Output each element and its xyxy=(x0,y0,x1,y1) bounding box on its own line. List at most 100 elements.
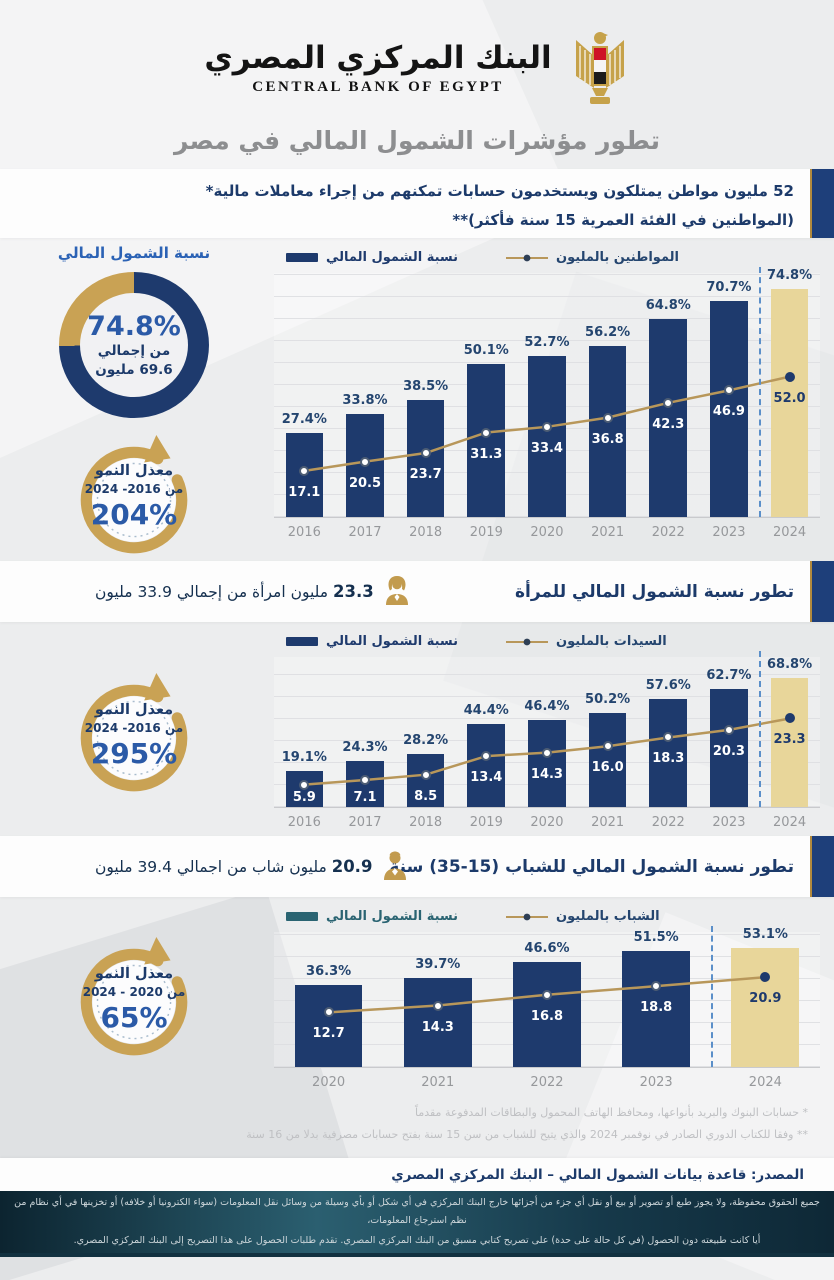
chart-column-2022: 46.6% 16.8 xyxy=(492,932,601,1067)
bar-percent-label: 36.3% xyxy=(306,964,352,980)
chart3-container: نسبة الشمول المالي الشباب بالمليون 36.3%… xyxy=(268,897,834,1090)
chart-column-2023: 51.5% 18.8 xyxy=(602,930,711,1067)
line-value-label: 46.9 xyxy=(712,404,745,420)
line-value-label: 33.4 xyxy=(530,440,563,456)
bar-percent-label: 64.8% xyxy=(645,298,691,314)
legend-line-label: السيدات بالمليون xyxy=(556,634,667,649)
growth-arrow-ring-icon xyxy=(80,673,188,792)
x-tick-2018: 2018 xyxy=(409,525,443,540)
chart-plot: 19.1% 5.9 24.3% 7.1 28.2% 8.5 44.4% 13.4 46.4% 14… xyxy=(274,651,820,808)
chart-xaxis: 2020 2021 2022 2023 2024 xyxy=(274,1068,820,1090)
chart-column-2019: 44.4% 13.4 xyxy=(456,657,517,807)
line-marker xyxy=(602,412,613,423)
line-marker xyxy=(663,732,674,743)
copyright-bar: جميع الحقوق محفوظة، ولا يجوز طبع أو تصوي… xyxy=(0,1191,834,1257)
banner-accent-block xyxy=(810,169,834,238)
chart-column-2020: 52.7% 33.4 xyxy=(517,273,578,517)
legend-line-label: الشباب بالمليون xyxy=(556,909,660,924)
line-marker xyxy=(359,456,370,467)
x-tick-2018: 2018 xyxy=(409,815,443,830)
section3-banner: تطور نسبة الشمول المالي للشباب (15-35) س… xyxy=(0,836,834,897)
cbe-logo-arabic: البنك المركزي المصري xyxy=(204,39,552,76)
egypt-eagle-emblem-icon xyxy=(570,26,630,110)
x-tick-2024: 2024 xyxy=(773,525,807,540)
cbe-logo-english: CENTRAL BANK OF EGYPT xyxy=(252,79,504,96)
chart-column-2023: 70.7% 46.9 xyxy=(699,273,760,517)
growth-rate-badge: معدل النمو من 2020 - 2024 65% xyxy=(68,934,200,1066)
line-value-label: 36.8 xyxy=(591,431,624,447)
forecast-dashed-separator xyxy=(710,926,713,1067)
chart-column-2024: 74.8% 52.0 xyxy=(759,268,820,517)
x-tick-2023: 2023 xyxy=(712,815,746,830)
section2-stat: 23.3 مليون امرأة من إجمالي 33.9 مليون xyxy=(95,575,410,609)
line-marker xyxy=(420,448,431,459)
section3-title: تطور نسبة الشمول المالي للشباب (15-35) س… xyxy=(389,856,794,877)
section2-banner: تطور نسبة الشمول المالي للمرأة 23.3 مليو… xyxy=(0,561,834,622)
bar-percent-label: 52.7% xyxy=(524,335,570,351)
stat-rest: مليون شاب من اجمالي 39.4 مليون xyxy=(95,858,332,876)
line-value-label: 14.3 xyxy=(421,1019,454,1035)
legend-line-sample-icon xyxy=(506,913,549,920)
growth-arrow-ring-icon xyxy=(80,936,188,1055)
chart-column-2016: 19.1% 5.9 xyxy=(274,657,335,807)
donut-subtext2: 69.6 مليون xyxy=(95,361,173,378)
bar-2018 xyxy=(406,399,445,517)
bar-2019 xyxy=(467,723,506,807)
line-marker xyxy=(359,775,370,786)
line-marker xyxy=(784,713,795,724)
chart1-legend: نسبة الشمول المالي المواطنين بالمليون xyxy=(274,248,820,273)
bar-percent-label: 68.8% xyxy=(767,657,813,672)
x-tick-2020: 2020 xyxy=(530,815,564,830)
bar-percent-label: 46.6% xyxy=(524,941,570,957)
x-tick-2017: 2017 xyxy=(348,525,382,540)
chart1-container: نسبة الشمول المالي المواطنين بالمليون 27… xyxy=(268,238,834,561)
banner-accent-block xyxy=(810,836,834,897)
x-tick-2017: 2017 xyxy=(348,815,382,830)
stat-rest: مليون امرأة من إجمالي 33.9 مليون xyxy=(95,583,333,601)
line-value-label: 31.3 xyxy=(470,446,503,462)
growth-rate-badge: معدل النمو من 2016- 2024 295% xyxy=(68,670,200,802)
section3-stat: 20.9 مليون شاب من اجمالي 39.4 مليون xyxy=(95,850,408,884)
chart-column-2024: 68.8% 23.3 xyxy=(759,657,820,807)
line-marker xyxy=(299,779,310,790)
growth-label: معدل النمو xyxy=(94,965,174,982)
growth-rate-badge: معدل النمو من 2016- 2024 204% xyxy=(68,432,200,561)
x-tick-2016: 2016 xyxy=(287,525,321,540)
line-value-label: 12.7 xyxy=(312,1026,345,1042)
chart1: 27.4% 17.1 33.8% 20.5 38.5% 23.7 50.1% 31.3 52.7… xyxy=(274,267,820,540)
legend-bar-label: نسبة الشمول المالي xyxy=(326,909,459,924)
growth-value: 204% xyxy=(90,497,178,531)
page-title: تطور مؤشرات الشمول المالي في مصر xyxy=(174,126,660,155)
chart-column-2018: 28.2% 8.5 xyxy=(395,657,456,807)
legend-bar-swatch xyxy=(286,253,318,262)
donut-subtext1: من إجمالي xyxy=(97,343,171,360)
x-tick-2024: 2024 xyxy=(773,815,807,830)
chart2-legend: نسبة الشمول المالي السيدات بالمليون xyxy=(274,632,820,657)
section2: معدل النمو من 2016- 2024 295% نسبة الشمو… xyxy=(0,622,834,836)
chart-xaxis: 2016 2017 2018 2019 2020 2021 2022 2023 2024 xyxy=(274,808,820,830)
bar-percent-label: 62.7% xyxy=(706,668,752,684)
x-tick-2023: 2023 xyxy=(712,525,746,540)
copyright-line-2: أيا كانت طبيعته دون الحصول (في كل حالة ع… xyxy=(73,1235,761,1247)
x-tick-2022: 2022 xyxy=(651,815,685,830)
legend-bar-label: نسبة الشمول المالي xyxy=(326,634,459,649)
line-value-label: 42.3 xyxy=(652,416,685,432)
chart2-container: نسبة الشمول المالي السيدات بالمليون 19.1… xyxy=(268,622,834,836)
bar-percent-label: 57.6% xyxy=(645,678,691,693)
footnote-1: * حسابات البنوك والبريد بأنواعها، ومحافظ… xyxy=(414,1106,808,1119)
bar-2020 xyxy=(528,356,566,517)
growth-period: من 2020 - 2024 xyxy=(82,984,186,999)
x-tick-2021: 2021 xyxy=(421,1075,455,1090)
section1: نسبة الشمول المالي 74.8% من إجمالي 69.6 … xyxy=(0,238,834,561)
line-marker xyxy=(723,385,734,396)
line-marker xyxy=(481,427,492,438)
line-value-label: 23.3 xyxy=(773,732,806,748)
line-marker xyxy=(602,741,613,752)
chart-column-2023: 62.7% 20.3 xyxy=(699,657,760,807)
line-value-label: 20.9 xyxy=(749,991,782,1007)
growth-value: 65% xyxy=(100,1000,168,1034)
financial-inclusion-donut: 74.8% من إجمالي 69.6 مليون xyxy=(59,272,209,419)
line-marker xyxy=(420,769,431,780)
bar-percent-label: 50.1% xyxy=(463,343,509,359)
stat-value: 23.3 xyxy=(333,582,374,601)
